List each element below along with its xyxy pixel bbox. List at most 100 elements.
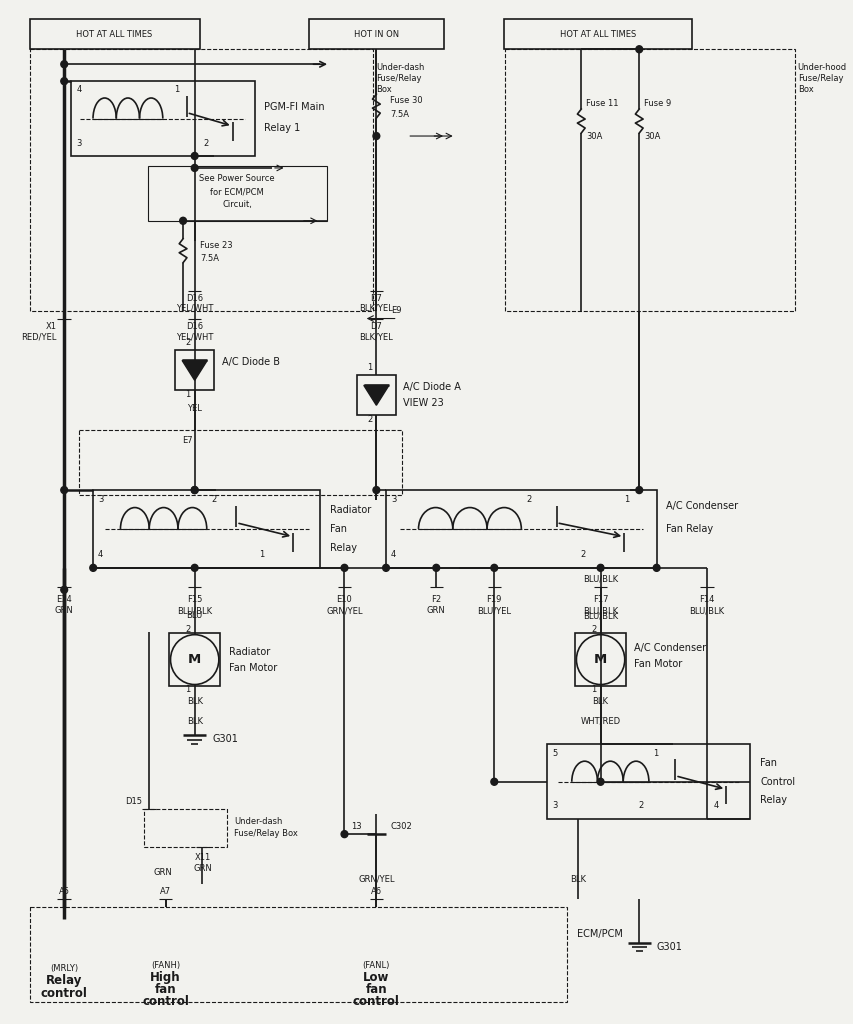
Text: PGM-FI Main: PGM-FI Main [264,102,324,113]
Text: control: control [352,995,399,1009]
Text: 1: 1 [185,390,190,398]
Text: G301: G301 [656,942,682,952]
Text: D16: D16 [186,294,203,303]
Text: BLK: BLK [592,697,608,706]
Text: Fuse 11: Fuse 11 [585,98,618,108]
Circle shape [191,564,198,571]
Text: A7: A7 [160,888,171,896]
Text: Fan Motor: Fan Motor [634,658,682,669]
Text: GRN/YEL: GRN/YEL [326,606,363,615]
Text: Fan Motor: Fan Motor [229,663,276,673]
Text: 3: 3 [552,801,557,810]
Text: M: M [188,653,201,666]
Bar [503,19,692,49]
Circle shape [191,486,198,494]
Text: WHT/RED: WHT/RED [580,717,620,726]
Text: Low: Low [363,971,389,984]
Text: A/C Diode B: A/C Diode B [222,357,280,368]
Text: 4: 4 [77,85,82,93]
Circle shape [340,564,347,571]
Text: Fuse/Relay: Fuse/Relay [376,74,421,83]
Bar [575,634,625,686]
Text: Fan: Fan [329,524,346,534]
Text: F15: F15 [187,595,202,604]
Bar [386,490,656,568]
Text: Radiator: Radiator [329,505,371,514]
Circle shape [340,830,347,838]
Text: C302: C302 [391,821,412,830]
Bar [148,166,327,221]
Text: Fuse/Relay Box: Fuse/Relay Box [234,828,298,838]
Text: 2: 2 [580,550,585,559]
Text: BLU/BLK: BLU/BLK [583,606,618,615]
Text: 1: 1 [185,685,190,694]
Text: 7.5A: 7.5A [200,254,219,263]
Text: 2: 2 [367,415,372,424]
Circle shape [191,165,198,171]
Text: 2: 2 [638,801,643,810]
Text: Control: Control [759,777,794,786]
Text: A5: A5 [59,888,70,896]
Polygon shape [182,360,207,380]
Bar [93,490,320,568]
Text: Fuse/Relay: Fuse/Relay [797,74,842,83]
Text: D16: D16 [186,322,203,331]
Text: BLK: BLK [187,717,202,726]
Bar [31,19,200,49]
Bar [357,376,395,416]
Text: BLK/YEL: BLK/YEL [359,333,392,342]
Circle shape [635,486,641,494]
Circle shape [61,78,67,85]
Text: BLU/BLK: BLU/BLK [583,611,618,621]
Text: (FANH): (FANH) [151,962,180,971]
Circle shape [61,587,67,593]
Text: (FANL): (FANL) [363,962,390,971]
Text: ECM/PCM: ECM/PCM [577,929,623,939]
Text: F14: F14 [699,595,714,604]
Text: for ECM/PCM: for ECM/PCM [210,187,264,197]
Circle shape [191,153,198,160]
Text: GRN: GRN [426,606,445,615]
Text: GRN: GRN [55,606,73,615]
Text: Relay 1: Relay 1 [264,123,300,132]
Text: Fan: Fan [759,758,776,768]
Text: 3: 3 [77,139,82,148]
Circle shape [596,564,603,571]
Text: BLU/BLK: BLU/BLK [688,606,723,615]
Text: Fan Relay: Fan Relay [665,524,712,534]
Text: Box: Box [376,85,392,93]
Text: 1: 1 [258,550,264,559]
Text: Fuse 9: Fuse 9 [643,98,670,108]
Circle shape [596,778,603,785]
Text: Under-dash: Under-dash [234,817,282,825]
Text: X11: X11 [194,853,211,861]
Bar [308,19,444,49]
Text: BLK: BLK [187,697,202,706]
Circle shape [61,486,67,494]
Text: fan: fan [365,983,386,996]
Text: F19: F19 [486,595,502,604]
Bar [31,907,566,1001]
Text: YEL: YEL [187,403,202,413]
Text: A/C Condenser: A/C Condenser [665,501,738,511]
Text: D15: D15 [125,797,142,806]
Text: See Power Source: See Power Source [199,174,275,183]
Text: 1: 1 [653,749,658,758]
Text: High: High [150,971,181,984]
Circle shape [179,217,186,224]
Text: 1: 1 [367,362,372,372]
Text: BLU/YEL: BLU/YEL [477,606,511,615]
Text: BLK/YEL: BLK/YEL [359,303,392,312]
Circle shape [191,486,198,494]
Text: Fuse 23: Fuse 23 [200,242,233,250]
Text: 2: 2 [597,564,602,573]
Text: Relay: Relay [329,544,357,553]
Bar [71,81,254,156]
Circle shape [61,60,67,68]
Bar [78,430,402,495]
Text: HOT AT ALL TIMES: HOT AT ALL TIMES [559,30,635,39]
Text: 2: 2 [185,626,190,634]
Bar [31,49,373,310]
Text: 30A: 30A [643,131,659,140]
Text: Under-hood: Under-hood [797,62,846,72]
